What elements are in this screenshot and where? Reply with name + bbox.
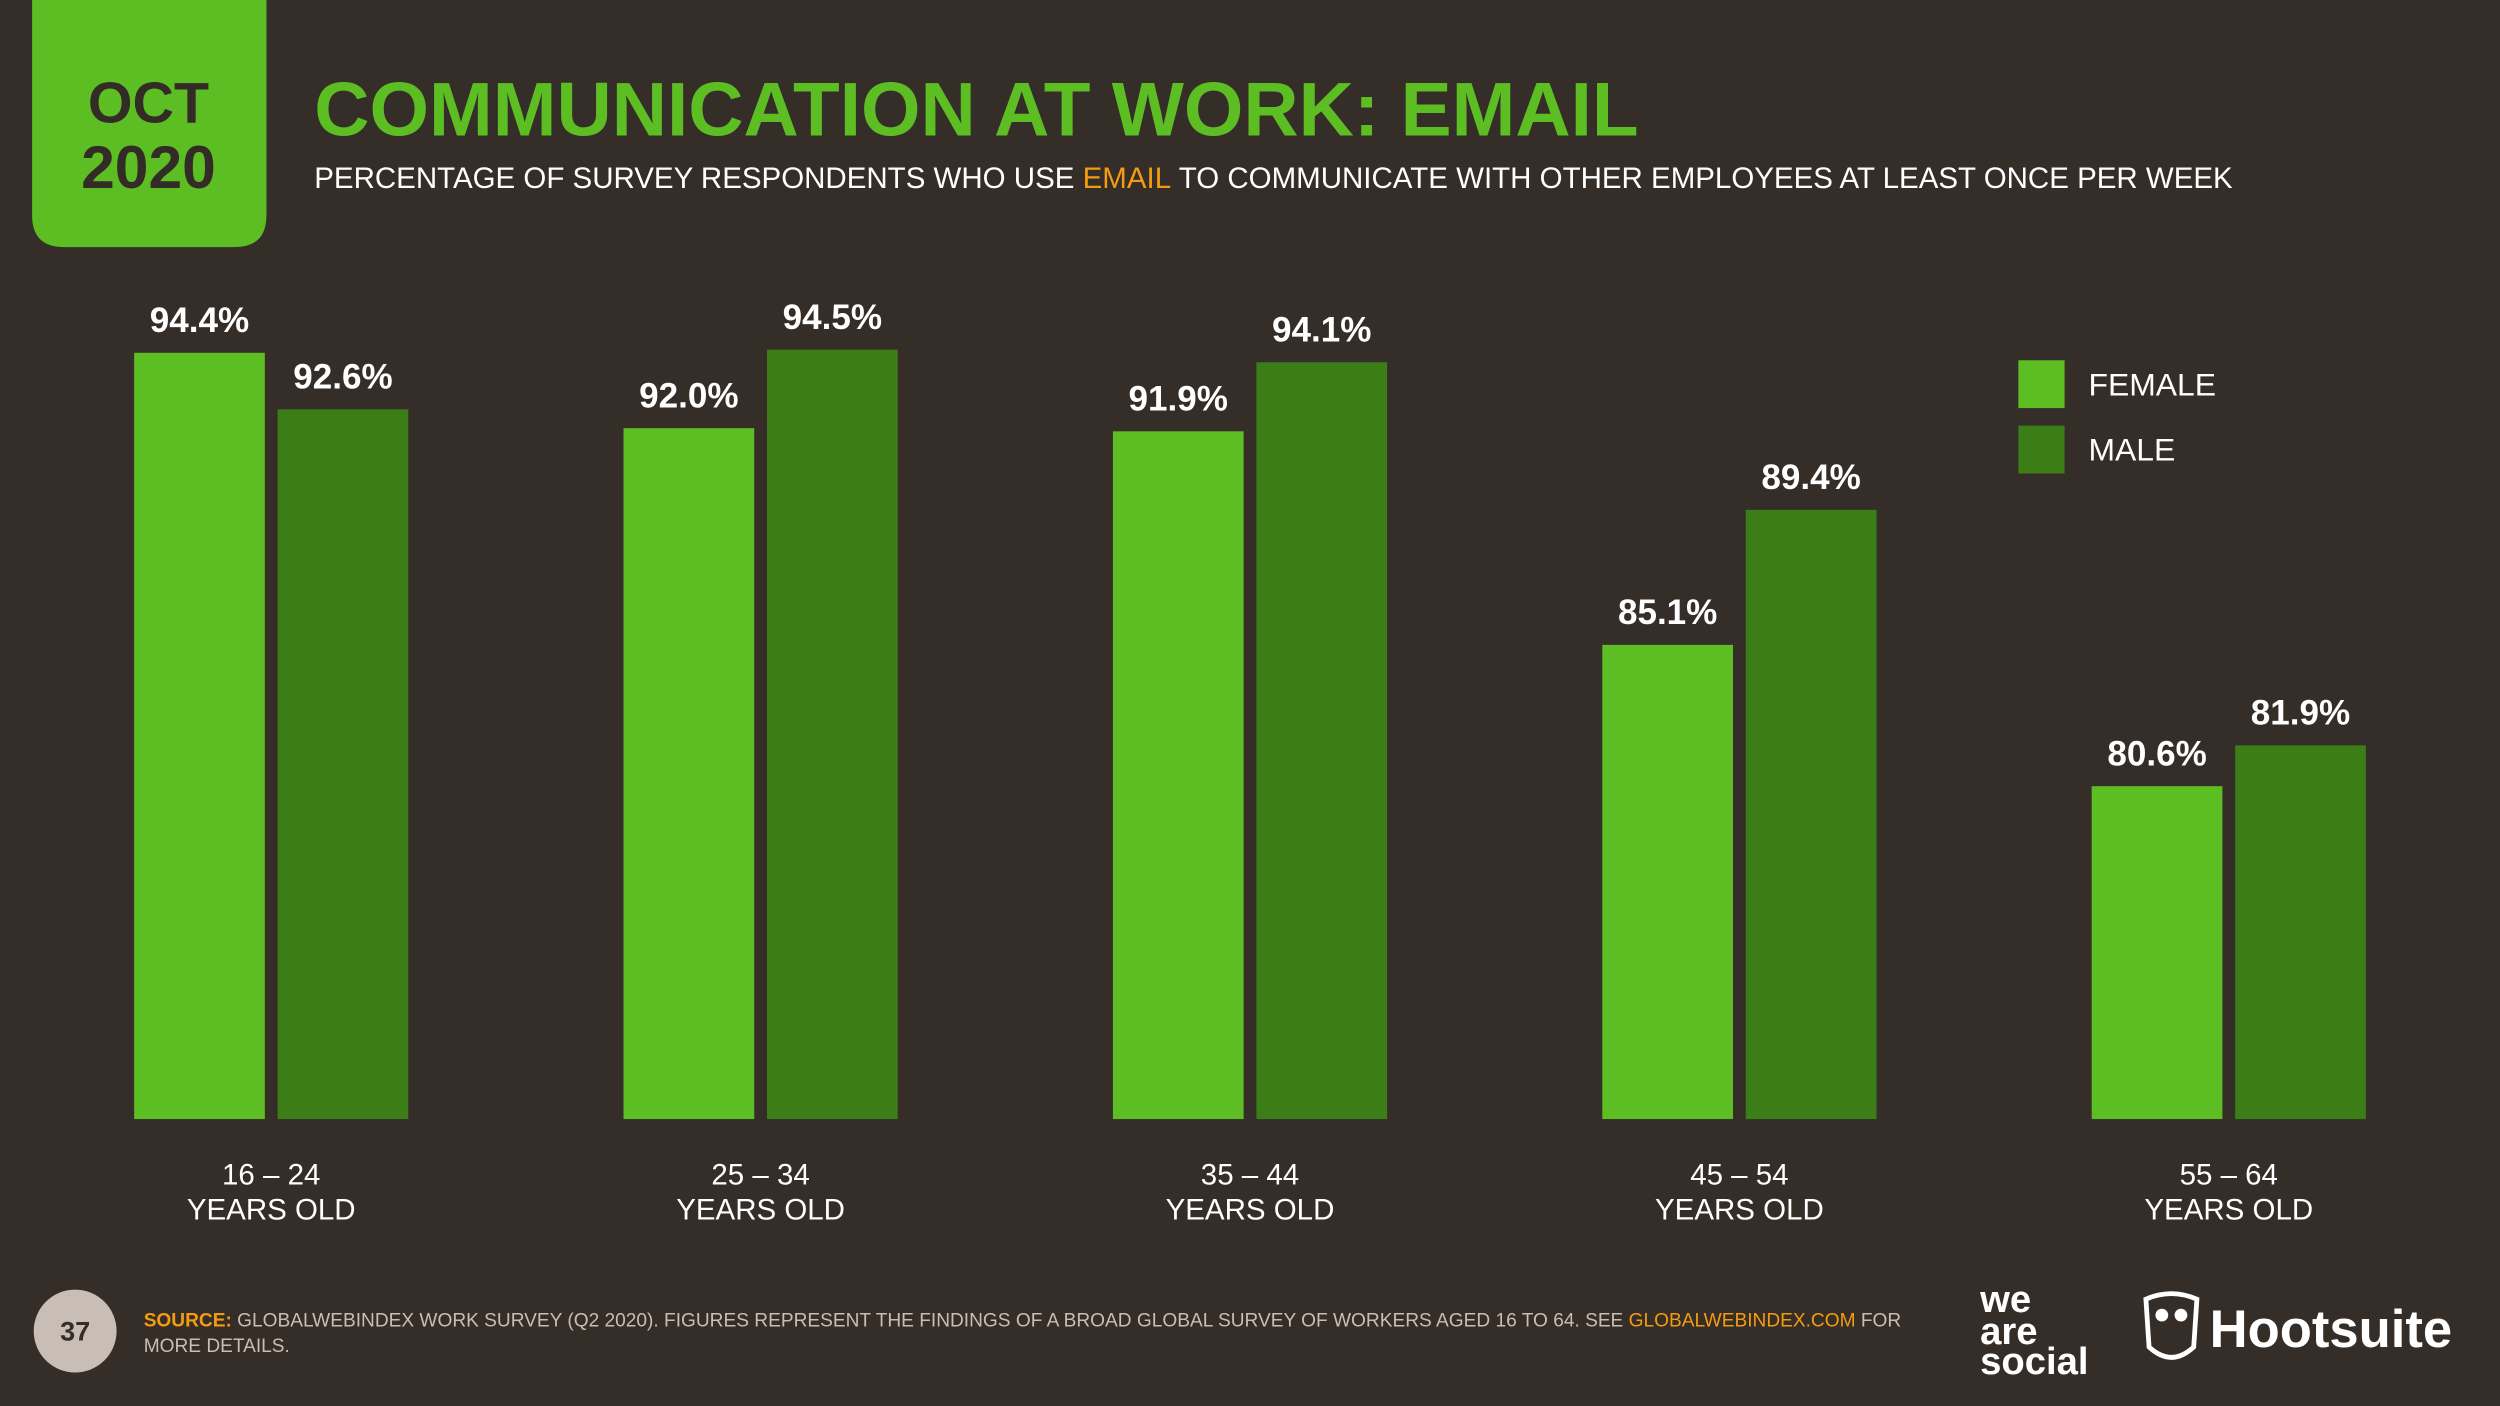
source: SOURCE: GLOBALWEBINDEX WORK SURVEY (Q2 2… — [144, 1310, 1901, 1331]
x-tick-label: 25 – 34 YEARS OLD — [676, 1158, 845, 1226]
source-text: FOR — [1856, 1310, 1902, 1331]
page-number: 37 — [60, 1316, 90, 1347]
bar — [766, 349, 898, 1120]
value-label: 81.9% — [2251, 694, 2350, 733]
bar — [1112, 431, 1244, 1120]
legend-swatch — [2018, 425, 2065, 474]
subtitle-text: TO COMMUNICATE WITH OTHER EMPLOYEES AT L… — [1171, 162, 2233, 195]
value-label: 94.4% — [150, 301, 249, 340]
badge-month: OCT — [88, 72, 209, 136]
badge-year: 2020 — [81, 133, 216, 201]
value-label: 92.0% — [639, 376, 738, 415]
x-tick-label-line: YEARS OLD — [676, 1193, 845, 1226]
value-label: 91.9% — [1129, 380, 1228, 419]
legend-label: MALE — [2088, 432, 2175, 468]
x-tick-label-line: 25 – 34 — [711, 1158, 809, 1191]
bar — [2235, 745, 2366, 1120]
x-tick-label: 35 – 44 YEARS OLD — [1166, 1158, 1335, 1226]
value-label: 94.1% — [1272, 311, 1371, 350]
bar — [1745, 509, 1877, 1120]
owl-icon — [2143, 1291, 2200, 1360]
x-tick-label-line: 55 – 64 — [2180, 1158, 2278, 1191]
bar — [1602, 644, 1734, 1120]
x-tick-label-line: 45 – 54 — [1690, 1158, 1788, 1191]
source-link: GLOBALWEBINDEX.COM — [1629, 1310, 1856, 1331]
owl-eye — [2155, 1308, 2169, 1322]
x-tick-label: 55 – 64 YEARS OLD — [2144, 1158, 2313, 1226]
page-badge — [33, 1289, 117, 1373]
x-tick-label-line: YEARS OLD — [1655, 1193, 1824, 1226]
chart-subtitle: PERCENTAGE OF SURVEY RESPONDENTS WHO USE… — [314, 162, 2233, 195]
chart-title: COMMUNICATION AT WORK: EMAIL — [314, 67, 1638, 152]
logo-text: social — [1980, 1340, 2088, 1383]
x-tick-label: 16 – 24 YEARS OLD — [187, 1158, 356, 1226]
owl-eye — [2174, 1308, 2188, 1322]
x-tick-label-line: 16 – 24 — [222, 1158, 320, 1191]
source-text: GLOBALWEBINDEX WORK SURVEY (Q2 2020). FI… — [232, 1310, 1629, 1331]
value-label: 94.5% — [783, 298, 882, 337]
subtitle-text: PERCENTAGE OF SURVEY RESPONDENTS WHO USE — [314, 162, 1082, 195]
legend-swatch — [2018, 360, 2065, 409]
source-line: MORE DETAILS. — [144, 1336, 290, 1357]
bar — [1256, 362, 1388, 1120]
bar — [134, 352, 265, 1120]
date-badge — [32, 0, 267, 248]
value-label: 89.4% — [1761, 458, 1860, 497]
value-label: 85.1% — [1618, 593, 1717, 632]
x-tick-label-line: YEARS OLD — [187, 1193, 356, 1226]
value-label: 92.6% — [293, 358, 392, 397]
legend-label: FEMALE — [2088, 366, 2216, 402]
x-tick-label-line: YEARS OLD — [2144, 1193, 2313, 1226]
subtitle-highlight: EMAIL — [1083, 162, 1171, 195]
logo-text: we — [1979, 1278, 2031, 1321]
logo-text: are — [1980, 1310, 2037, 1353]
value-label: 80.6% — [2107, 734, 2206, 773]
bar — [2091, 786, 2223, 1120]
bar — [277, 409, 409, 1120]
plot: 94.4% 92.0% 91.9% 85.1% 80.6% 92.6% 94.5% 94.1%… — [134, 298, 2366, 1226]
bar — [623, 428, 755, 1120]
x-tick-label-line: 35 – 44 — [1201, 1158, 1299, 1191]
source-label: SOURCE: — [144, 1310, 232, 1331]
x-tick-label-line: YEARS OLD — [1166, 1193, 1335, 1226]
logo-hootsuite: Hootsuite — [2210, 1300, 2453, 1359]
x-tick-label: 45 – 54 YEARS OLD — [1655, 1158, 1824, 1226]
